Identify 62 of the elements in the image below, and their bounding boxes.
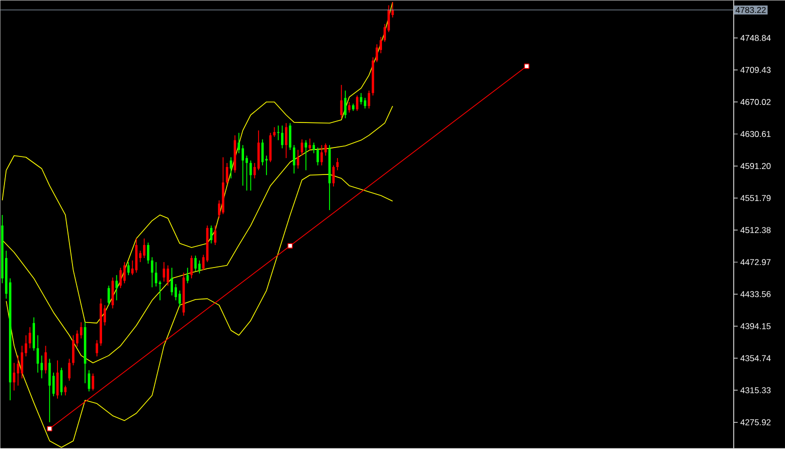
candlestick (242, 144, 244, 186)
candlestick (340, 84, 343, 119)
candlestick (250, 160, 252, 192)
candlestick (44, 346, 47, 374)
ref-line-label: 4783.22 (736, 7, 766, 14)
y-tick-label: 4551.79 (740, 195, 771, 202)
candlestick (214, 225, 216, 246)
candlestick (36, 334, 39, 374)
candlestick (60, 367, 63, 396)
line-series (2, 2, 394, 324)
candlestick (277, 125, 280, 141)
candlestick (115, 274, 118, 301)
candlestick (96, 340, 98, 358)
candlestick (12, 362, 16, 392)
candlestick (143, 238, 146, 259)
candlestick (308, 138, 312, 151)
candlestick (312, 142, 315, 154)
y-tick-label: 4512.38 (740, 227, 771, 234)
candlestick (288, 122, 292, 151)
candlestick (360, 92, 362, 106)
candlestick (108, 285, 110, 306)
y-tick-label: 4354.74 (740, 355, 771, 362)
candlestick (28, 326, 32, 349)
candlestick (356, 95, 358, 112)
y-tick-label: 4630.61 (740, 131, 771, 138)
candlestick (178, 290, 181, 308)
candlestick (281, 125, 284, 149)
y-tick-label: 4748.84 (740, 35, 771, 42)
candlestick (348, 102, 350, 114)
y-tick-label: 4275.92 (740, 419, 771, 426)
candlestick (304, 140, 308, 171)
candlestick (273, 126, 276, 138)
candlestick (344, 90, 347, 119)
candlestick (166, 265, 170, 286)
y-tick-label: 4591.20 (740, 163, 771, 170)
candlestick (284, 122, 288, 159)
line-series (6, 174, 394, 448)
y-tick-label: 4709.43 (740, 67, 771, 74)
y-tick-label: 4394.15 (740, 323, 771, 330)
y-tick-label: 4315.33 (740, 387, 771, 394)
candlestick (210, 225, 212, 244)
y-tick-label: 4433.56 (740, 291, 771, 298)
candlestick (316, 147, 319, 166)
point (288, 243, 293, 249)
candlestick (64, 385, 67, 396)
candlestick (68, 358, 70, 382)
candlestick (119, 268, 122, 289)
point (524, 64, 530, 70)
candlestick (376, 44, 378, 63)
y-tick-label: 4472.97 (740, 259, 771, 266)
line-series (2, 106, 394, 364)
y-tick-label: 4670.02 (740, 99, 771, 106)
candlestick (170, 268, 174, 296)
candlestick (186, 268, 189, 284)
candlestick (320, 144, 323, 166)
candlestick (146, 242, 150, 264)
candlestick (72, 334, 74, 366)
point (47, 426, 52, 432)
candlestick (48, 358, 51, 423)
candlestick (324, 143, 327, 156)
candlestick (150, 256, 154, 288)
candlestick (80, 322, 82, 340)
